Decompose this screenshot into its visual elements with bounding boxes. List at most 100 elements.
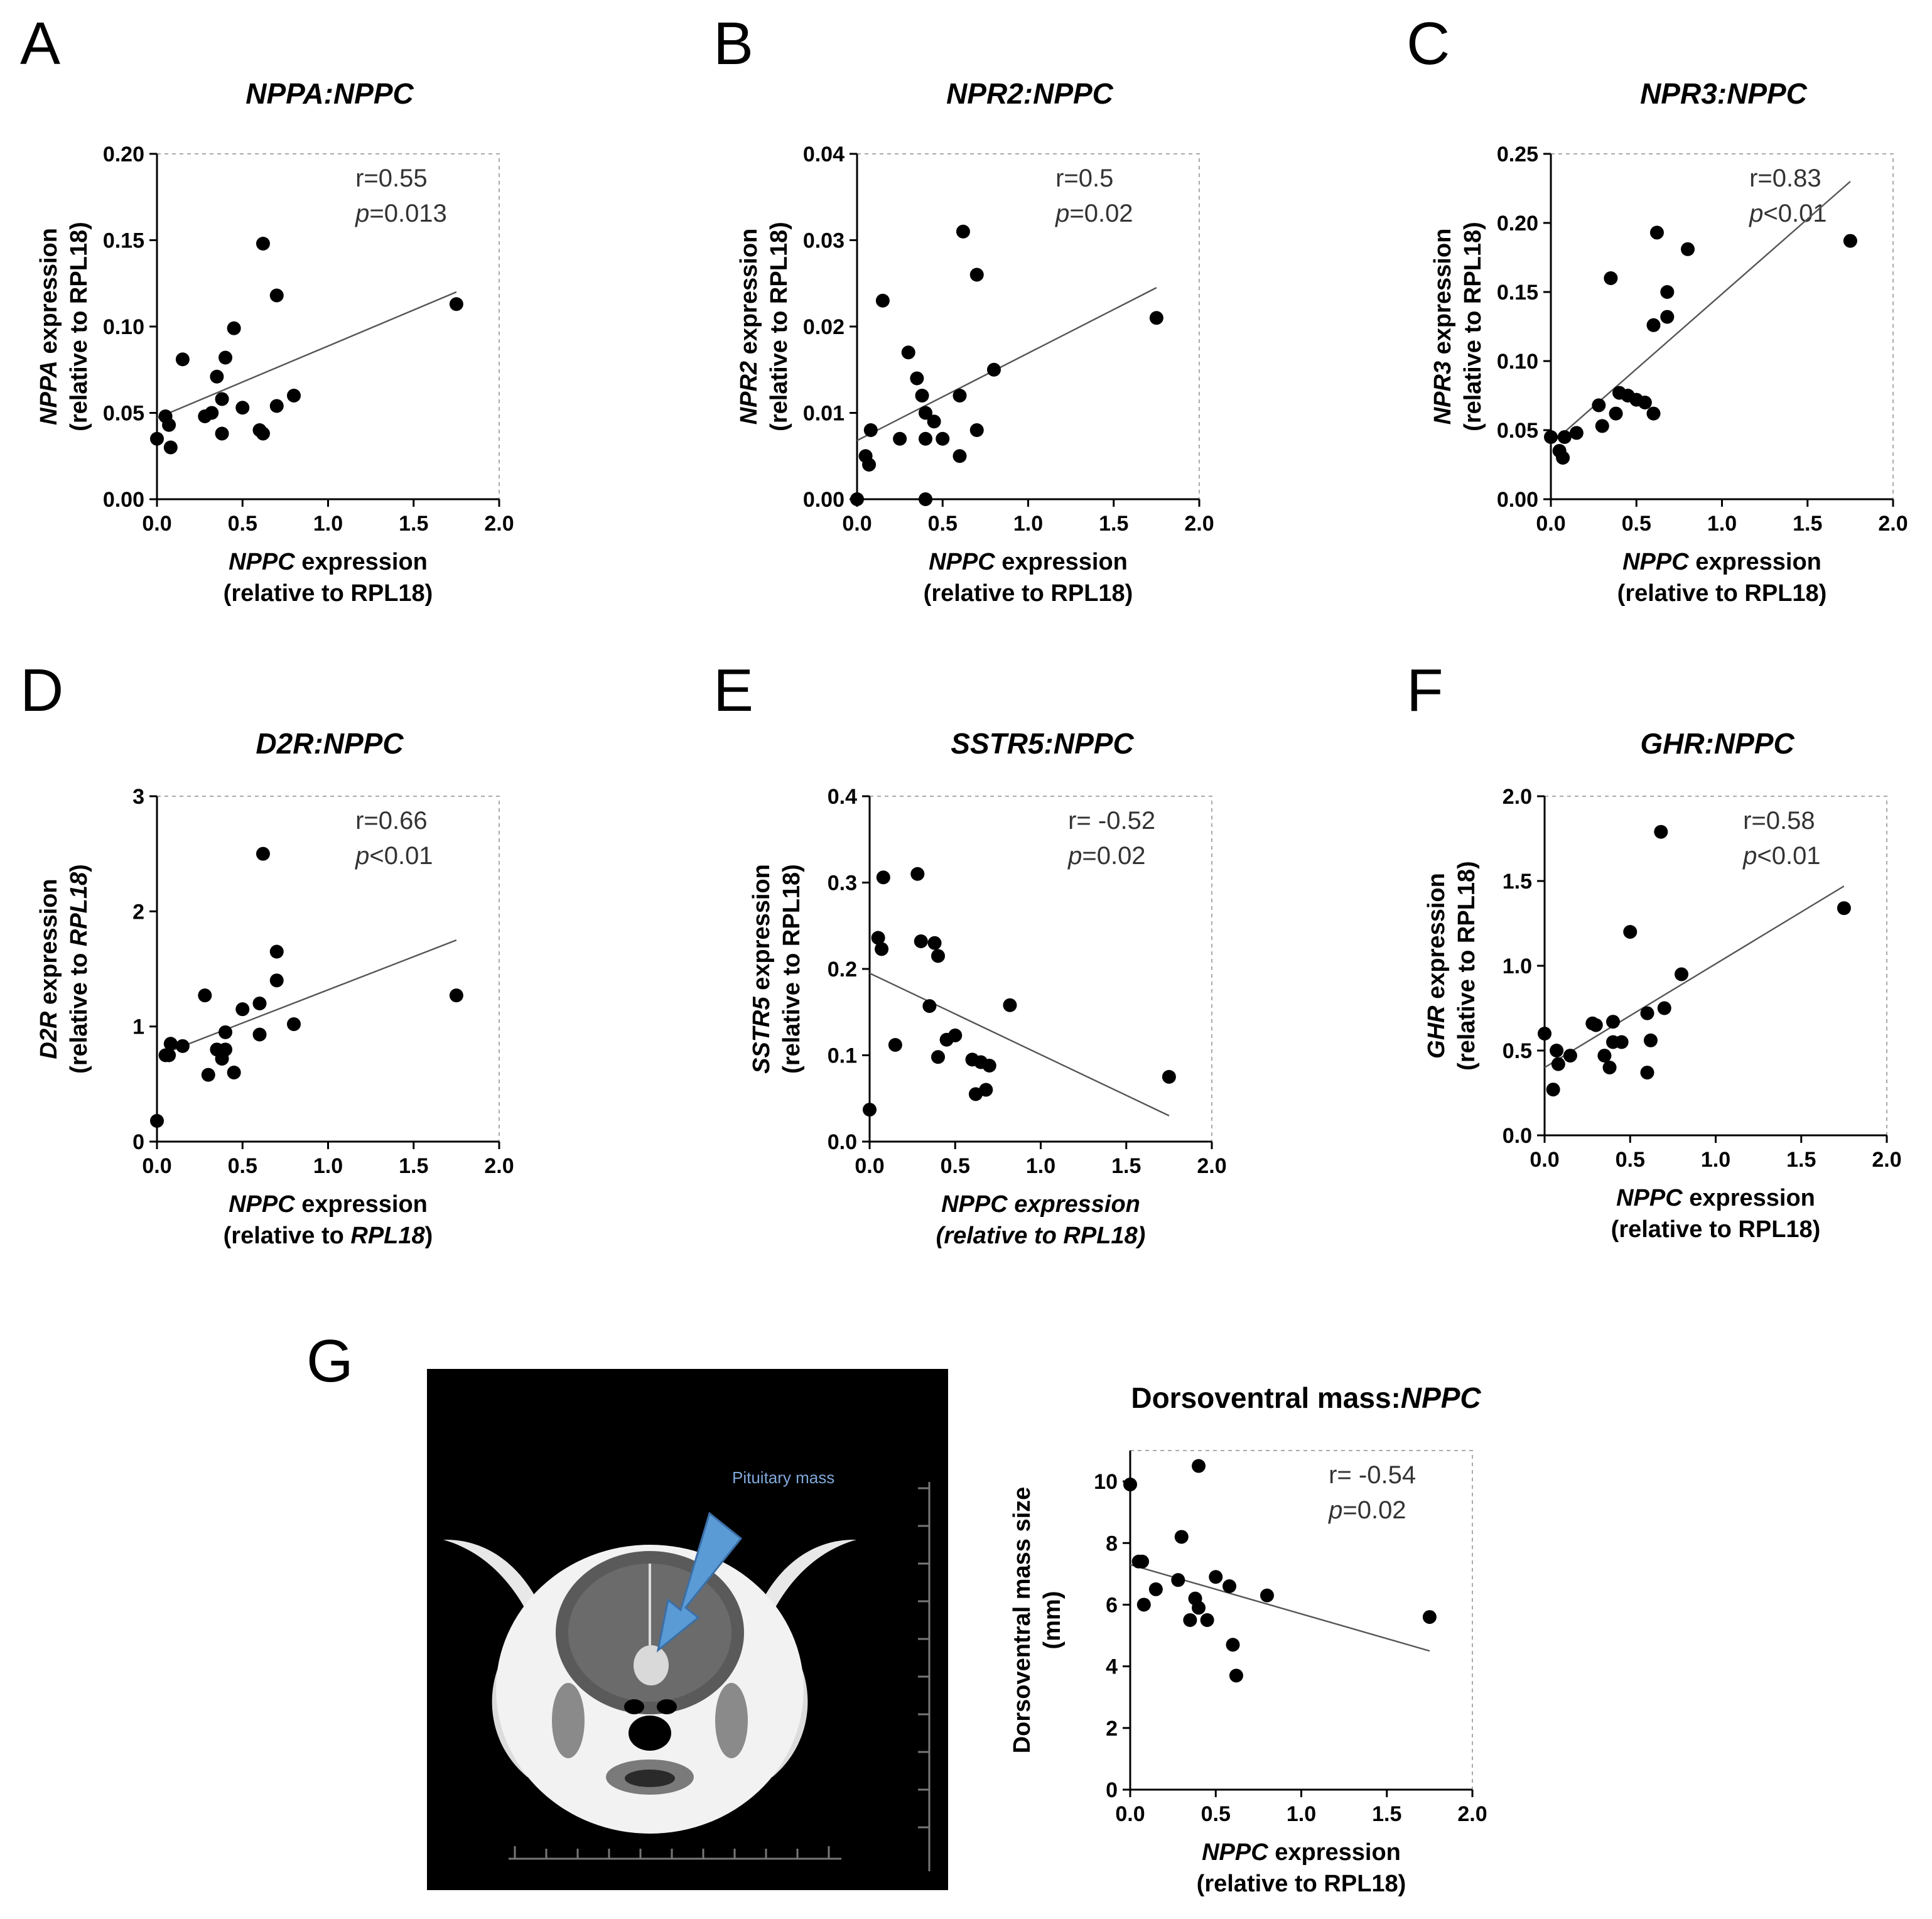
x-axis-label-line1: NPPC expression	[229, 1191, 428, 1218]
y-tick-label: 0.5	[1503, 1039, 1532, 1063]
y-axis-label-line1: NPPA expression	[36, 228, 62, 425]
x-tick-label: 0.5	[228, 1154, 257, 1178]
x-label2-post: )	[425, 1223, 433, 1249]
y-axis-label-line1: GHR expression	[1423, 873, 1450, 1059]
data-point	[931, 949, 945, 963]
y-label2-pre: (relative to	[779, 946, 805, 1074]
x-label2-pre: (relative to	[224, 580, 351, 607]
ct-pituitary-mass	[634, 1645, 669, 1685]
data-point	[1646, 318, 1661, 332]
y-axis-label-line1: NPR2 expression	[736, 229, 762, 425]
data-point	[1135, 1554, 1150, 1569]
data-point	[850, 492, 864, 506]
stat-p-value: =0.02	[1342, 1496, 1406, 1524]
y-label2-post: RPL18)	[1454, 861, 1480, 943]
x-tick-label: 1.5	[1372, 1802, 1401, 1826]
data-point	[162, 418, 176, 432]
y-label2-pre: (relative to	[66, 946, 92, 1074]
stat-p: p=0.02	[1328, 1496, 1406, 1524]
data-point	[863, 1103, 877, 1117]
chart-c: NPR3:NPPC 0.0 0.5 1.0 1.5 2.0 0.00 0.05 0.10 0.15…	[1430, 77, 1908, 607]
data-point	[927, 414, 941, 429]
data-point	[269, 973, 284, 988]
y-tick-label: 10	[1094, 1470, 1118, 1494]
x-label2-post: RPL18)	[350, 580, 433, 607]
y-tick-label: 1.5	[1503, 870, 1532, 894]
panel-label-f: F	[1406, 657, 1444, 724]
plot-frame	[1545, 796, 1887, 1135]
data-point	[269, 288, 284, 303]
y-tick-label: 0.02	[803, 315, 845, 339]
data-point	[1174, 1530, 1189, 1544]
x-tick-label: 1.0	[1026, 1154, 1055, 1178]
data-point	[1192, 1601, 1206, 1615]
y-label-italic: GHR	[1423, 1005, 1450, 1059]
y-label2-pre: (relative to	[1454, 943, 1480, 1071]
y-tick-label: 0.20	[103, 143, 144, 166]
chart-title: SSTR5:NPPC	[951, 727, 1134, 760]
plot-frame	[1551, 153, 1894, 499]
y-tick-label: 2	[132, 900, 144, 924]
data-point	[227, 1066, 241, 1079]
data-point	[875, 942, 889, 956]
data-point	[1681, 242, 1695, 256]
x-label-italic: NPPC	[229, 549, 295, 575]
x-tick-label: 0.0	[855, 1154, 884, 1178]
x-tick-label: 1.5	[1099, 512, 1128, 536]
x-axis-label-line1: NPPC expression	[1616, 1185, 1815, 1211]
y-tick-label: 2	[1106, 1717, 1118, 1741]
plot-frame	[157, 153, 500, 499]
y-axis-label-line1: Dorsoventral mass size	[1009, 1487, 1035, 1754]
y-tick-label: 0.10	[103, 315, 144, 339]
chart-title: GHR:NPPC	[1640, 727, 1794, 760]
y-tick-label: 0	[1106, 1778, 1118, 1802]
data-point	[256, 846, 270, 861]
regression-line	[869, 972, 1170, 1116]
data-point	[922, 999, 937, 1014]
data-point	[150, 431, 164, 446]
y-label2-italic: RPL18	[66, 872, 92, 946]
x-tick-label: 0.0	[142, 1154, 171, 1178]
stat-p: p<0.01	[355, 842, 433, 870]
plot-frame	[870, 796, 1212, 1142]
x-tick-label: 0.5	[1616, 1148, 1645, 1172]
y-tick-label: 4	[1106, 1655, 1118, 1679]
y-axis-label-line1: NPR3 expression	[1430, 229, 1456, 425]
data-point	[1260, 1588, 1274, 1603]
x-label-italic: NPPC expression	[941, 1191, 1140, 1218]
data-point	[252, 1027, 267, 1042]
y-label-italic: NPPA	[36, 360, 62, 425]
data-point	[201, 1068, 215, 1082]
data-point	[1589, 1018, 1603, 1032]
x-tick-label: 0.0	[1530, 1148, 1559, 1172]
y-tick-label: 0.03	[803, 229, 845, 253]
x-axis-label-line2: (relative to RPL18)	[1617, 580, 1827, 607]
x-tick-label: 2.0	[1878, 512, 1908, 536]
data-point	[953, 389, 967, 403]
chart-title-italic: NPPC	[1401, 1381, 1482, 1414]
data-point	[449, 297, 463, 311]
stat-r: r=0.66	[355, 807, 428, 835]
y-axis-label-line2: (mm)	[1039, 1591, 1066, 1650]
x-tick-label: 1.5	[1786, 1148, 1816, 1172]
data-point	[1592, 398, 1606, 413]
y-tick-label: 0.0	[828, 1130, 857, 1154]
x-label-italic: NPPC	[929, 549, 995, 575]
data-point	[198, 988, 212, 1003]
y-axis-label-line2: (relative to RPL18)	[66, 864, 92, 1074]
y-label-rest: expression	[736, 229, 762, 361]
y-label-plain: Dorsoventral mass size	[1009, 1487, 1035, 1754]
data-point	[1192, 1459, 1206, 1473]
data-point	[1623, 925, 1638, 939]
data-point	[875, 293, 890, 308]
data-point	[210, 369, 224, 384]
data-point	[1200, 1613, 1214, 1627]
stat-r: r=0.5	[1055, 165, 1113, 192]
data-point	[982, 1059, 996, 1073]
y-tick-label: 0.01	[803, 402, 845, 426]
x-axis-label-line2: (relative to RPL18)	[924, 580, 1133, 607]
x-axis-label-line1: NPPC expression	[1622, 549, 1821, 575]
chart-d: D2R:NPPC 0.0 0.5 1.0 1.5 2.0 0 1 2 3 NPPC expressi…	[36, 727, 514, 1249]
y-label-rest: expression	[1430, 229, 1456, 361]
